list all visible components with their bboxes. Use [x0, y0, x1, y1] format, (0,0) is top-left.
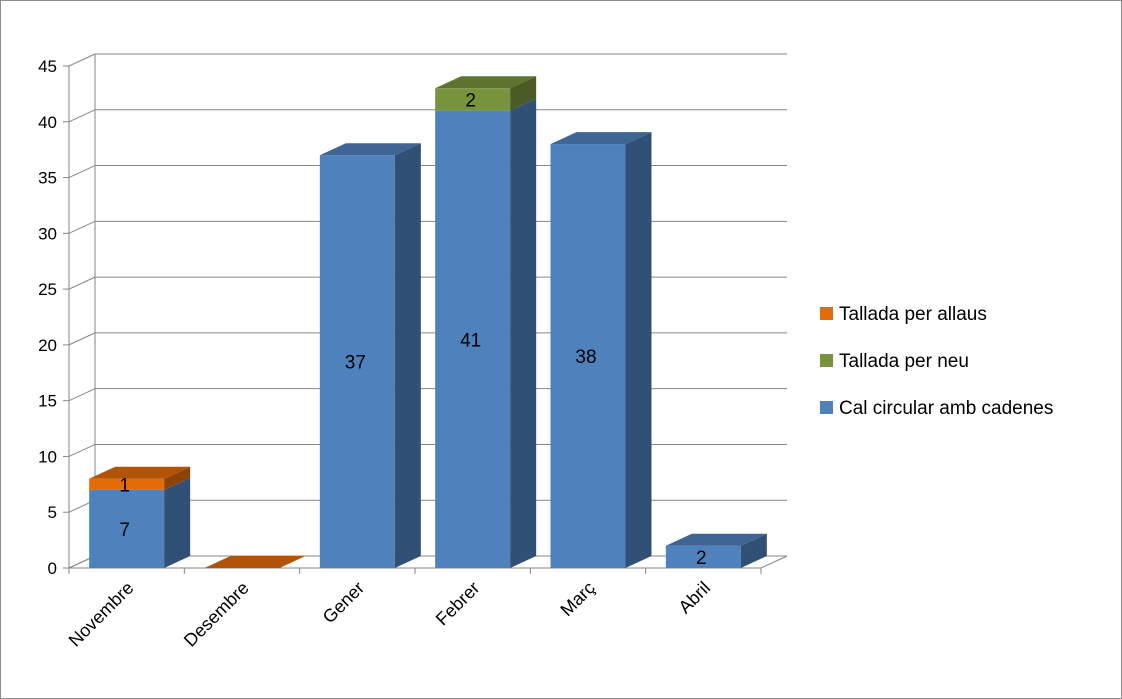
x-tick-label: Febrer [432, 578, 484, 630]
y-tick-label: 30 [38, 224, 57, 243]
bar-side [164, 466, 191, 490]
x-tick-label: Novembre [65, 578, 138, 651]
x-tick-label: Març [556, 578, 598, 620]
bar-front [435, 88, 511, 111]
gridline-connector [68, 276, 96, 290]
bar-segment [435, 98, 537, 568]
bar-segment [319, 143, 421, 568]
bar-top [89, 466, 191, 479]
bar-side [625, 132, 652, 569]
y-tick-label: 20 [38, 336, 57, 355]
y-tick-label: 0 [48, 559, 57, 578]
bar-side [510, 76, 537, 111]
legend-label: Tallada per neu [839, 351, 969, 372]
x-tick-label: Gener [319, 578, 369, 628]
bar-side [164, 477, 191, 568]
data-label: 7 [119, 520, 130, 541]
bar-top [204, 556, 306, 568]
y-tick-label: 35 [38, 169, 57, 188]
y-tick-label: 5 [48, 503, 57, 522]
bar-segment [89, 466, 191, 490]
gridline-connector [68, 165, 96, 179]
bar-segment [89, 477, 191, 568]
data-label: 2 [465, 90, 476, 111]
data-label: 41 [460, 330, 481, 351]
bar-top [435, 76, 537, 89]
gridline-connector [68, 388, 96, 402]
legend-label: Cal circular amb cadenes [839, 398, 1053, 419]
gridline-connector [68, 220, 96, 234]
bar-segment [435, 76, 537, 111]
y-tick-label: 40 [38, 113, 57, 132]
bar-front [435, 110, 511, 568]
y-tick-label: 25 [38, 280, 57, 299]
bars [89, 76, 767, 569]
legend-swatch [820, 307, 833, 320]
gridline-connector [68, 443, 96, 457]
data-labels: 7 1 37 41 2 38 2 [119, 90, 706, 568]
data-label: 38 [575, 347, 596, 368]
data-label: 2 [696, 548, 707, 569]
y-tick-label: 10 [38, 447, 57, 466]
legend-swatch [820, 401, 833, 414]
gridline-connector [68, 109, 96, 123]
bar-front [319, 155, 395, 568]
y-tick-label: 15 [38, 392, 57, 411]
bar-segment [550, 132, 652, 569]
bar-front [89, 478, 165, 490]
bar-side [510, 98, 537, 568]
x-tick-label: Desembre [180, 578, 253, 651]
bar-side [740, 533, 767, 568]
bar-side [394, 143, 421, 568]
legend-swatch [820, 354, 833, 367]
legend: Tallada per allaus Tallada per neu Cal cir… [820, 304, 1053, 419]
data-label: 1 [119, 475, 130, 496]
y-tick-label: 45 [38, 57, 57, 76]
bar-front [89, 489, 165, 568]
x-tick-label: Abril [675, 578, 715, 618]
gridline-connector [68, 53, 96, 67]
legend-label: Tallada per allaus [839, 304, 987, 325]
gridline-connector [68, 332, 96, 346]
bar-top [665, 533, 767, 546]
bar-front [665, 545, 741, 568]
bar-front [550, 144, 626, 569]
bar-top [319, 143, 421, 156]
bar-segment [665, 533, 767, 568]
data-label: 37 [345, 353, 366, 374]
bar-top [550, 132, 652, 145]
